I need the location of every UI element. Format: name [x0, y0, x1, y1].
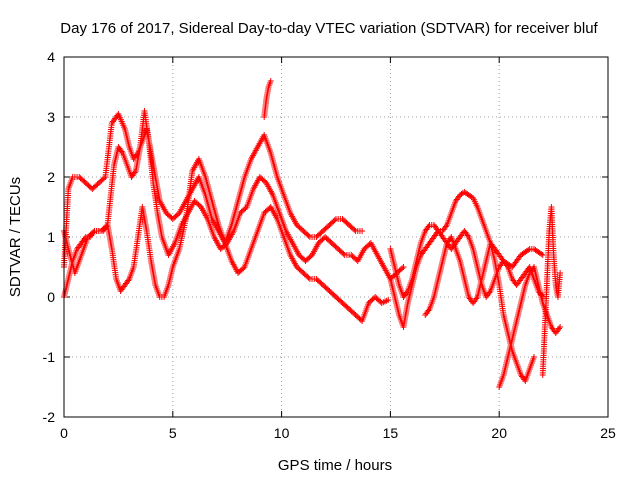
- data-point: [557, 270, 564, 276]
- data-point: [531, 354, 538, 360]
- x-tick-label: 0: [60, 425, 68, 441]
- plot-frame: [63, 56, 609, 418]
- data-point: [400, 264, 407, 270]
- series-track-i: [539, 204, 564, 378]
- y-tick-label: 1: [47, 229, 55, 245]
- data-point: [539, 252, 546, 258]
- x-tick-label: 25: [600, 425, 616, 441]
- data-point: [331, 217, 338, 224]
- y-tick-label: 0: [47, 289, 55, 305]
- x-tick-label: 5: [169, 425, 177, 441]
- data-point: [242, 205, 249, 212]
- data-point: [538, 251, 545, 257]
- data-point: [267, 78, 274, 84]
- axis-ticks: 0 5 10 15 20 25 -2 -1 0 1 2 3 4: [43, 49, 616, 441]
- data-point: [340, 250, 347, 257]
- y-tick-label: -1: [43, 349, 56, 365]
- series-track-h: [496, 264, 564, 390]
- y-tick-label: 4: [47, 49, 55, 65]
- x-tick-label: 20: [491, 425, 507, 441]
- data-point: [359, 228, 366, 234]
- series-track-c: [61, 156, 392, 324]
- data-point: [101, 175, 108, 182]
- y-tick-label: -2: [43, 409, 56, 425]
- series-track-g: [422, 234, 538, 384]
- data-point: [525, 247, 532, 253]
- y-tick-label: 3: [47, 109, 55, 125]
- x-tick-label: 15: [383, 425, 399, 441]
- data-point: [557, 324, 564, 330]
- data-point: [305, 232, 312, 239]
- data-point: [385, 297, 392, 303]
- chart-title: Day 176 of 2017, Sidereal Day-to-day VTE…: [60, 20, 598, 37]
- data-point: [399, 265, 406, 272]
- y-tick-label: 2: [47, 169, 55, 185]
- series-track-f: [387, 228, 546, 330]
- x-axis-label: GPS time / hours: [278, 457, 392, 474]
- data-point: [240, 265, 247, 272]
- y-axis-label: SDTVAR / TECUs: [7, 177, 24, 297]
- series-track-b: [61, 108, 407, 282]
- data-point: [351, 226, 358, 233]
- x-tick-label: 10: [274, 425, 290, 441]
- series-track-d: [261, 78, 274, 120]
- data-point: [305, 274, 312, 281]
- data-points: [61, 78, 564, 390]
